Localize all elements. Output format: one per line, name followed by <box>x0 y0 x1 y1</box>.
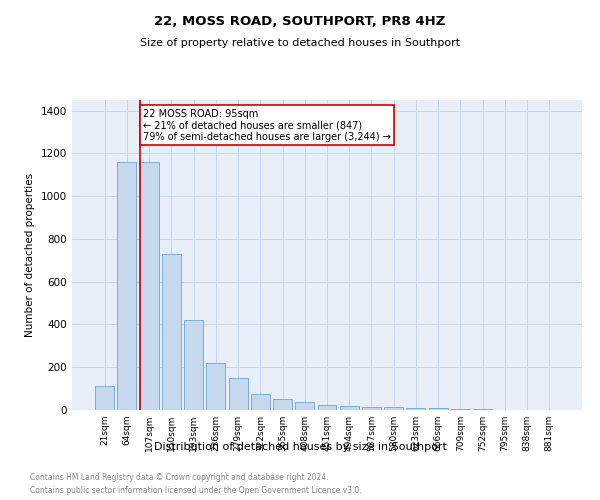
Bar <box>384 408 403 410</box>
Bar <box>118 162 136 410</box>
Bar <box>406 408 425 410</box>
Bar <box>229 378 248 410</box>
Bar <box>362 407 381 410</box>
Bar <box>162 254 181 410</box>
Text: 22, MOSS ROAD, SOUTHPORT, PR8 4HZ: 22, MOSS ROAD, SOUTHPORT, PR8 4HZ <box>154 15 446 28</box>
Bar <box>451 409 470 410</box>
Bar <box>295 402 314 410</box>
Bar <box>95 386 114 410</box>
Y-axis label: Number of detached properties: Number of detached properties <box>25 173 35 337</box>
Bar <box>273 400 292 410</box>
Bar <box>251 394 270 410</box>
Bar <box>429 408 448 410</box>
Bar <box>140 162 158 410</box>
Bar <box>340 406 359 410</box>
Bar <box>184 320 203 410</box>
Text: 22 MOSS ROAD: 95sqm
← 21% of detached houses are smaller (847)
79% of semi-detac: 22 MOSS ROAD: 95sqm ← 21% of detached ho… <box>143 108 391 142</box>
Bar <box>206 363 225 410</box>
Bar <box>317 404 337 410</box>
Text: Contains HM Land Registry data © Crown copyright and database right 2024.: Contains HM Land Registry data © Crown c… <box>30 472 329 482</box>
Text: Size of property relative to detached houses in Southport: Size of property relative to detached ho… <box>140 38 460 48</box>
Text: Contains public sector information licensed under the Open Government Licence v3: Contains public sector information licen… <box>30 486 362 495</box>
Text: Distribution of detached houses by size in Southport: Distribution of detached houses by size … <box>154 442 446 452</box>
